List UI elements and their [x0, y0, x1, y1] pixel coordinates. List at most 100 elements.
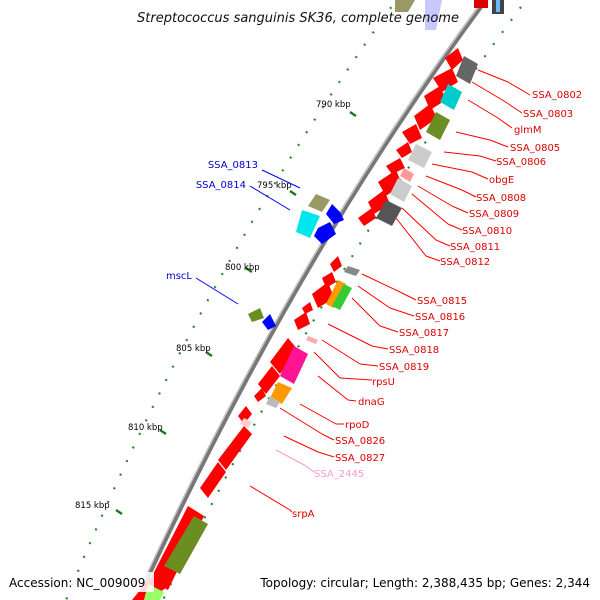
leader-line	[313, 351, 341, 379]
map-title: Streptococcus sanguinis SK36, complete g…	[137, 11, 459, 26]
leader-line	[507, 81, 531, 96]
gene-arrow-reverse	[262, 314, 276, 330]
leader-line	[359, 363, 379, 367]
leader-line	[489, 139, 509, 148]
gene-label: SSA_0812	[440, 257, 490, 268]
gene-arrow	[302, 302, 313, 314]
gene-feature-top	[496, 0, 500, 12]
cog-box	[270, 382, 292, 404]
gene-label: SSA_0817	[399, 328, 449, 339]
gene-label: rpsU	[372, 377, 395, 388]
leader-line	[497, 117, 513, 129]
accession-backdrop	[4, 572, 154, 592]
scale-label: 790 kbp	[316, 100, 351, 110]
cog-box	[240, 418, 252, 428]
gene-arrow	[330, 256, 342, 272]
leader-line	[411, 193, 449, 225]
scale-tick	[349, 110, 357, 118]
gene-label: SSA_0810	[462, 226, 512, 237]
leader-line	[305, 465, 315, 473]
leader-line	[395, 217, 427, 257]
leader-line	[431, 163, 473, 173]
cog-box	[456, 56, 478, 84]
leader-line	[289, 509, 293, 513]
gene-label: SSA_0802	[532, 90, 582, 101]
gene-label: dnaG	[358, 397, 385, 408]
leader-line	[389, 307, 415, 317]
dotted-ring-outer	[64, 0, 398, 600]
gene-arrow	[270, 338, 298, 374]
gene-label: SSA_0818	[389, 345, 439, 356]
dotted-ring-inner	[161, 0, 528, 600]
gene-feature-top	[425, 0, 442, 30]
gene-label: SSA_0827	[335, 453, 385, 464]
cog-box	[408, 144, 432, 168]
gene-label: SSA_0813	[208, 160, 258, 171]
cog-box	[306, 336, 318, 344]
gene-arrow	[218, 426, 252, 470]
leader-line	[455, 131, 491, 141]
gene-label: SSA_0811	[450, 242, 500, 253]
gene-label: SSA_0816	[415, 312, 465, 323]
scale-tick	[159, 428, 167, 436]
gene-arrow	[258, 366, 280, 394]
scale-tick	[205, 350, 213, 358]
leader-line	[435, 239, 451, 247]
gene-arrow-reverse	[314, 222, 336, 244]
gene-arrow-reverse	[326, 204, 344, 224]
gene-feature-top	[395, 0, 415, 12]
leader-line	[503, 100, 523, 114]
topology-text: Topology: circular; Length: 2,388,435 bp…	[259, 576, 590, 590]
scale-label: 805 kbp	[176, 344, 211, 354]
leader-line	[451, 205, 469, 214]
gene-arrow	[378, 170, 402, 196]
top-features	[395, 0, 504, 30]
gene-arrow	[445, 48, 463, 70]
leader-lines	[249, 69, 531, 513]
cog-box	[400, 168, 414, 182]
gene-arrow	[312, 282, 334, 308]
leader-line	[379, 325, 399, 333]
cog-box	[280, 346, 308, 384]
scale-label: 800 kbp	[225, 263, 260, 273]
gene-arrow	[386, 158, 405, 174]
leader-line	[417, 185, 453, 207]
leader-line	[261, 169, 301, 189]
leader-line	[279, 407, 323, 435]
cog-box	[376, 200, 402, 226]
scale-label: 815 kbp	[75, 501, 110, 511]
gene-arrow	[424, 86, 446, 110]
cog-box	[332, 284, 352, 310]
scale-tick	[289, 189, 297, 197]
leader-line	[399, 291, 417, 301]
leader-line	[447, 223, 463, 231]
leader-line	[401, 207, 437, 241]
genome-backbone	[134, 0, 489, 600]
leader-line	[327, 323, 373, 347]
cog-box	[426, 112, 450, 140]
gene-label: SSA_0815	[417, 296, 467, 307]
leader-line	[425, 175, 463, 191]
gene-arrow	[396, 142, 412, 158]
leader-line	[249, 485, 291, 511]
gene-feature-reverse	[248, 308, 264, 322]
scale-ticks	[115, 110, 357, 516]
gene-label: glmM	[514, 125, 542, 136]
gene-arrow	[402, 124, 422, 144]
gene-arrow	[368, 190, 390, 214]
leader-line	[467, 99, 499, 119]
leader-line	[249, 185, 291, 211]
leader-line	[195, 277, 239, 305]
cog-box	[344, 266, 360, 276]
accession-text: Accession: NC_009009	[9, 576, 145, 590]
leader-line	[461, 189, 477, 198]
gene-label: obgE	[489, 175, 514, 186]
leader-line	[317, 451, 335, 458]
scale-tick	[115, 508, 123, 516]
gene-arrow	[358, 208, 376, 226]
gene-label: SSA_0806	[496, 157, 546, 168]
leader-line	[299, 403, 337, 425]
genome-backbone-highlight	[134, 0, 485, 600]
leader-line	[351, 297, 381, 327]
